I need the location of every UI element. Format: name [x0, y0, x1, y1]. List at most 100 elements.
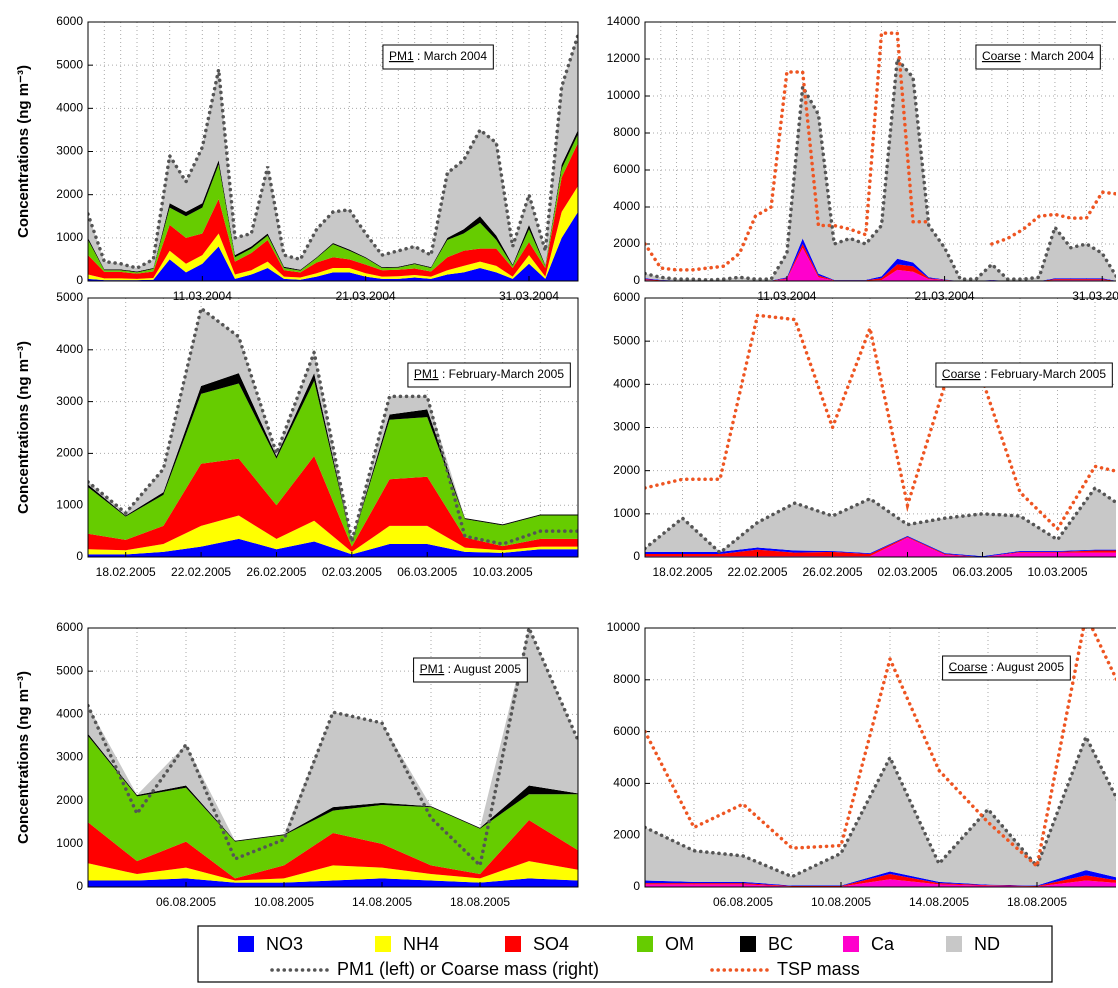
y-tick-label: 4000 [613, 199, 640, 213]
title-box [407, 362, 571, 388]
area [88, 820, 578, 881]
x-tick-label: 21.03.2004 [915, 289, 975, 303]
y-tick-label: 5000 [56, 290, 83, 304]
y-tick-label: 1000 [56, 497, 83, 511]
area [645, 487, 1116, 557]
x-tick-label: 02.03.2005 [322, 565, 382, 579]
plot-area [88, 33, 578, 281]
area [645, 59, 1116, 281]
frame [87, 21, 579, 282]
area [88, 733, 578, 842]
y-tick-label: 3000 [56, 144, 83, 158]
title-underlined: PM1 [414, 367, 439, 381]
legend-label: NO3 [266, 934, 303, 954]
legend-swatch [238, 936, 254, 952]
x-tick-label: 22.02.2005 [171, 565, 231, 579]
x-tick-label: 26.02.2005 [246, 565, 306, 579]
y-tick-label: 5000 [56, 57, 83, 71]
y-tick-label: 3000 [56, 394, 83, 408]
legend-label: ND [974, 934, 1000, 954]
y-tick-label: 0 [76, 273, 83, 287]
legend-label: SO4 [533, 934, 569, 954]
panel-title: PM1 : February-March 2005 [414, 367, 564, 381]
x-tick-label: 22.02.2005 [727, 565, 787, 579]
title-rest: : August 2005 [444, 662, 521, 676]
y-tick-label: 2000 [56, 187, 83, 201]
area [88, 129, 578, 273]
line [645, 732, 1116, 879]
area [88, 134, 578, 274]
x-tick-label: 10.03.2005 [473, 565, 533, 579]
legend-label: PM1 (left) or Coarse mass (right) [337, 959, 599, 979]
y-axis-label: Concentrations (ng m⁻³) [15, 341, 32, 514]
x-tick-label: 18.08.2005 [1007, 895, 1067, 909]
line [645, 31, 1116, 272]
line [645, 54, 1116, 281]
y-tick-label: 10000 [607, 88, 641, 102]
x-tick-label: 18.02.2005 [96, 565, 156, 579]
y-tick-label: 4000 [56, 101, 83, 115]
y-tick-label: 1000 [56, 836, 83, 850]
x-tick-label: 11.03.2004 [173, 289, 232, 303]
title-box [975, 44, 1101, 70]
y-tick-label: 0 [633, 879, 640, 893]
title-underlined: Coarse [942, 367, 981, 381]
x-tick-label: 10.08.2005 [811, 895, 871, 909]
y-tick-label: 2000 [613, 236, 640, 250]
plot-area [645, 31, 1116, 281]
x-tick-label: 31.03.2004 [499, 289, 559, 303]
y-tick-label: 8000 [613, 672, 640, 686]
panel-title: Coarse : August 2005 [949, 660, 1065, 674]
y-tick-label: 6000 [56, 620, 83, 634]
y-tick-label: 6000 [613, 162, 640, 176]
panel-title: Coarse : February-March 2005 [942, 367, 1106, 381]
line [88, 305, 578, 546]
x-tick-label: 26.02.2005 [802, 565, 862, 579]
area [645, 736, 1116, 886]
x-tick-label: 06.03.2005 [397, 565, 457, 579]
area [88, 455, 578, 552]
panel-title: PM1 : August 2005 [420, 662, 522, 676]
y-tick-label: 10000 [607, 620, 641, 634]
y-tick-label: 4000 [56, 707, 83, 721]
x-tick-label: 10.08.2005 [254, 895, 314, 909]
y-tick-label: 0 [76, 879, 83, 893]
title-box [382, 44, 494, 70]
line [645, 628, 1116, 870]
x-tick-label: 06.08.2005 [713, 895, 773, 909]
plot-area [645, 628, 1116, 887]
y-tick-label: 2000 [613, 463, 640, 477]
title-box [935, 362, 1113, 388]
area [88, 211, 578, 281]
title-underlined: PM1 [389, 49, 414, 63]
legend-swatch [740, 936, 756, 952]
legend-label: TSP mass [777, 959, 860, 979]
y-tick-label: 1000 [56, 230, 83, 244]
y-tick-label: 1000 [613, 506, 640, 520]
y-tick-label: 6000 [613, 290, 640, 304]
x-tick-label: 14.08.2005 [909, 895, 969, 909]
y-tick-label: 6000 [56, 14, 83, 28]
plot-area [88, 305, 578, 557]
y-tick-label: 6000 [613, 724, 640, 738]
y-tick-label: 0 [633, 273, 640, 287]
area [88, 373, 578, 543]
x-tick-label: 06.03.2005 [952, 565, 1012, 579]
area [645, 874, 1116, 887]
legend-swatch [946, 936, 962, 952]
legend-swatch [843, 936, 859, 952]
title-underlined: Coarse [949, 660, 988, 674]
title-rest: : March 2004 [1021, 49, 1095, 63]
x-tick-label: 02.03.2005 [877, 565, 937, 579]
frame [644, 627, 1116, 888]
panel-title: PM1 : March 2004 [389, 49, 487, 63]
area [88, 34, 578, 272]
y-tick-label: 4000 [613, 776, 640, 790]
area [645, 879, 1116, 887]
legend-label: Ca [871, 934, 895, 954]
frame [644, 21, 1116, 282]
y-tick-label: 3000 [56, 750, 83, 764]
y-tick-label: 2000 [613, 827, 640, 841]
y-tick-label: 14000 [607, 14, 641, 28]
title-box [413, 657, 528, 683]
